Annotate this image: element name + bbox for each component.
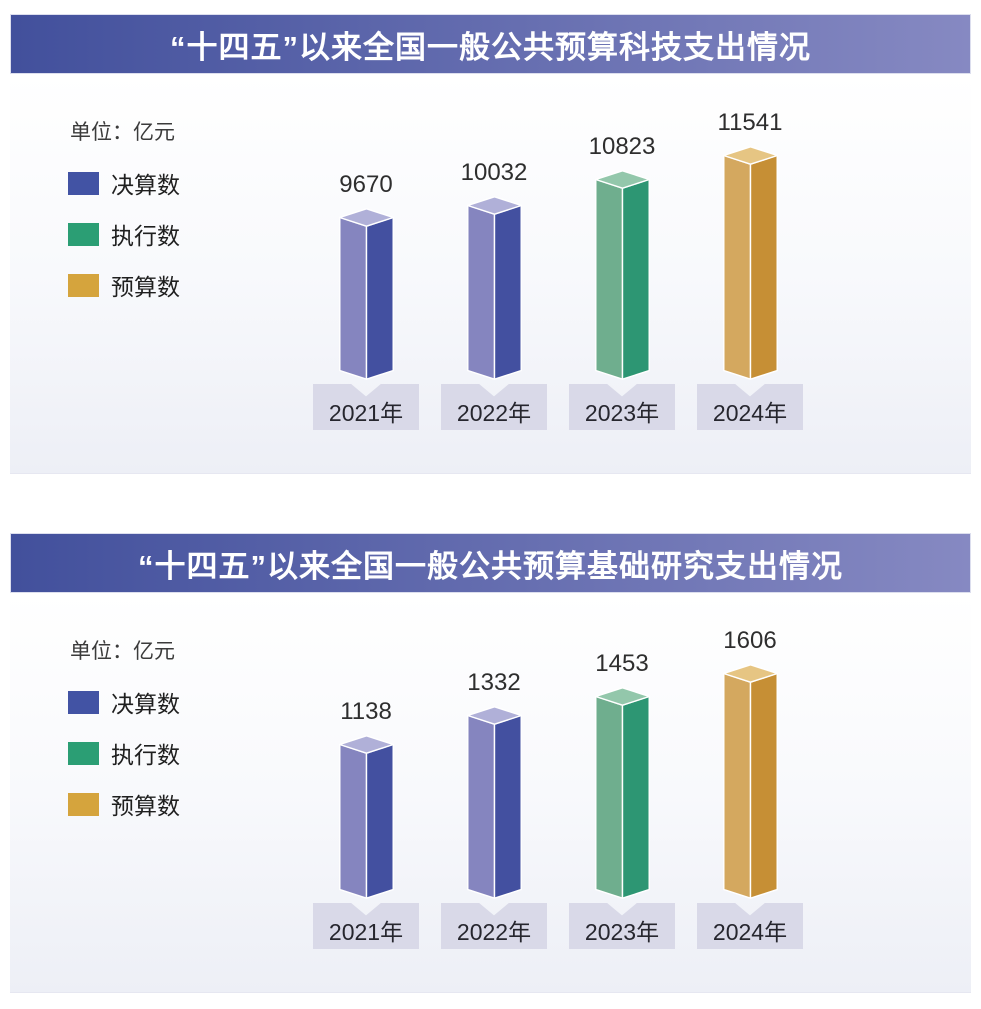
bar-face-left (722, 672, 751, 899)
bar-face-left (338, 743, 367, 899)
bar-value-label: 1453 (595, 650, 649, 677)
legend-label: 决算数 (111, 172, 180, 198)
legend-item-1: 执行数 (68, 736, 180, 770)
bar-face-right (365, 216, 394, 380)
bar-face-right (749, 672, 778, 899)
bar-3d-column (466, 196, 522, 380)
bar-value-label: 1606 (723, 627, 777, 654)
bar-face-right (493, 204, 522, 380)
bar-face-left (722, 154, 751, 380)
bar-value-label: 1138 (340, 698, 392, 725)
bar-group-3: 1606 2024年 (697, 627, 803, 949)
year-label: 2024年 (697, 384, 803, 430)
bar-value-label: 10823 (588, 133, 656, 160)
chart-title-bar: “十四五”以来全国一般公共预算科技支出情况 (10, 14, 971, 74)
year-label: 2021年 (313, 903, 419, 949)
chart-panel-basic-research-spending: “十四五”以来全国一般公共预算基础研究支出情况 单位：亿元 决算数执行数预算数 … (10, 533, 971, 993)
bar-face-left (466, 204, 495, 380)
bar-face-right (621, 695, 650, 899)
bars-row: 9670 2021年 10032 2022年 10823 2023年 11541 2024年 (313, 109, 803, 430)
bar-group-3: 11541 2024年 (697, 109, 803, 430)
bar-group-2: 10823 2023年 (569, 133, 675, 430)
bar-face-top (594, 170, 650, 189)
legend-label: 决算数 (111, 691, 180, 717)
legend-swatch (68, 171, 99, 195)
legend-label: 预算数 (111, 793, 180, 819)
bar-face-top (338, 735, 394, 754)
unit-label: 单位：亿元 (70, 121, 175, 144)
bar-face-left (466, 714, 495, 899)
bar-face-left (594, 178, 623, 380)
bar-face-left (594, 695, 623, 899)
bars-row: 1138 2021年 1332 2022年 1453 2023年 1606 2024年 (313, 627, 803, 949)
bar-3d-column (466, 706, 522, 899)
legend-swatch (68, 273, 99, 297)
bar-3d-column (594, 687, 650, 899)
chart-title: “十四五”以来全国一般公共预算基础研究支出情况 (138, 548, 843, 584)
chart-title: “十四五”以来全国一般公共预算科技支出情况 (170, 29, 811, 65)
legend: 决算数 执行数 预算数 (68, 685, 180, 821)
bar-face-top (722, 146, 778, 165)
legend-item-2: 预算数 (68, 268, 180, 302)
bar-face-right (749, 154, 778, 380)
year-label: 2024年 (697, 903, 803, 949)
bar-3d-column (594, 170, 650, 380)
year-label: 2022年 (441, 384, 547, 430)
bar-face-top (466, 706, 522, 725)
chart-area: 单位：亿元 决算数执行数预算数 1138 2021年 1332 2022年 1453 20… (10, 593, 971, 993)
legend-item-0: 决算数 (68, 685, 180, 719)
bar-3d-column (722, 146, 778, 380)
bar-value-label: 11541 (717, 109, 783, 136)
bar-face-right (493, 714, 522, 899)
legend-label: 执行数 (111, 742, 180, 768)
legend-item-2: 预算数 (68, 787, 180, 821)
bar-face-right (365, 743, 394, 899)
bar-3d-column (338, 208, 394, 380)
legend: 决算数 执行数 预算数 (68, 166, 180, 302)
bar-group-1: 10032 2022年 (441, 159, 547, 430)
legend-label: 执行数 (111, 223, 180, 249)
bar-face-left (338, 216, 367, 380)
bar-group-2: 1453 2023年 (569, 650, 675, 949)
unit-label: 单位：亿元 (70, 640, 175, 663)
chart-title-bar: “十四五”以来全国一般公共预算基础研究支出情况 (10, 533, 971, 593)
legend-swatch (68, 741, 99, 765)
bar-face-top (338, 208, 394, 227)
bar-value-label: 9670 (339, 171, 393, 198)
bar-face-top (594, 687, 650, 706)
legend-swatch (68, 222, 99, 246)
bar-group-0: 1138 2021年 (313, 698, 419, 949)
chart-panel-science-tech-spending: “十四五”以来全国一般公共预算科技支出情况 单位：亿元 决算数执行数预算数 96… (10, 14, 971, 474)
legend-item-1: 执行数 (68, 217, 180, 251)
year-label: 2023年 (569, 903, 675, 949)
year-label: 2021年 (313, 384, 419, 430)
year-label: 2023年 (569, 384, 675, 430)
year-label: 2022年 (441, 903, 547, 949)
legend-item-0: 决算数 (68, 166, 180, 200)
bar-face-right (621, 178, 650, 380)
legend-swatch (68, 690, 99, 714)
legend-label: 预算数 (111, 274, 180, 300)
bar-value-label: 1332 (467, 669, 521, 696)
bar-3d-column (722, 664, 778, 899)
bar-value-label: 10032 (460, 159, 528, 186)
bar-3d-column (338, 735, 394, 899)
bar-group-1: 1332 2022年 (441, 669, 547, 949)
bar-group-0: 9670 2021年 (313, 171, 419, 430)
chart-area: 单位：亿元 决算数执行数预算数 9670 2021年 10032 2022年 10823… (10, 74, 971, 474)
legend-swatch (68, 792, 99, 816)
bar-face-top (466, 196, 522, 215)
bar-face-top (722, 664, 778, 683)
